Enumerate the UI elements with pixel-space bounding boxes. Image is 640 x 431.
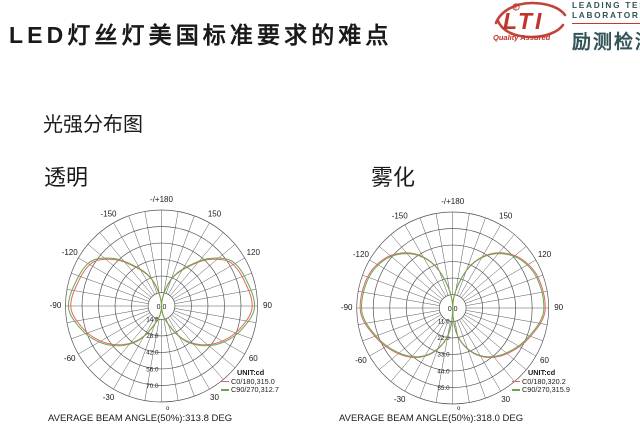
svg-text:90: 90 (554, 303, 563, 312)
svg-text:55.0: 55.0 (437, 385, 450, 392)
svg-text:-120: -120 (353, 250, 370, 259)
svg-text:120: 120 (247, 248, 261, 257)
svg-text:33.0: 33.0 (437, 352, 450, 359)
svg-text:-150: -150 (100, 209, 117, 218)
svg-text:42.0: 42.0 (146, 350, 159, 357)
svg-text:-90: -90 (50, 301, 62, 310)
svg-text:30: 30 (501, 395, 510, 404)
svg-text:-120: -120 (62, 248, 79, 257)
svg-text:-30: -30 (394, 395, 406, 404)
svg-text:150: 150 (499, 211, 513, 220)
svg-text:-30: -30 (103, 393, 115, 402)
svg-text:-60: -60 (64, 354, 76, 363)
svg-text:-60: -60 (355, 356, 367, 365)
svg-text:56.0: 56.0 (146, 366, 159, 373)
svg-text:44.0: 44.0 (437, 368, 450, 375)
svg-text:60: 60 (540, 356, 549, 365)
svg-text:90: 90 (263, 301, 272, 310)
svg-text:120: 120 (538, 250, 552, 259)
svg-text:-/+180: -/+180 (150, 195, 173, 204)
svg-text:70.0: 70.0 (146, 383, 159, 390)
svg-text:-/+180: -/+180 (441, 197, 464, 206)
svg-text:-90: -90 (341, 303, 353, 312)
svg-text:22.0: 22.0 (437, 335, 450, 342)
svg-text:28.0: 28.0 (146, 333, 159, 340)
svg-text:30: 30 (210, 393, 219, 402)
svg-text:11.0: 11.0 (438, 319, 450, 326)
svg-text:-150: -150 (392, 211, 409, 220)
svg-text:150: 150 (208, 209, 222, 218)
svg-text:60: 60 (249, 354, 258, 363)
